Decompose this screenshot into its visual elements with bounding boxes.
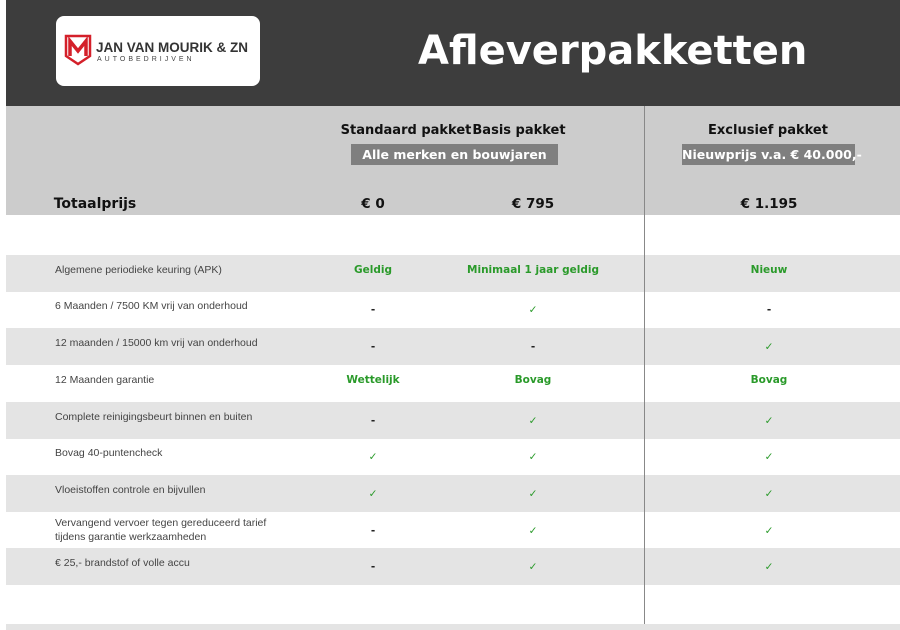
feature-label: 12 maanden / 15000 km vrij van onderhoud (55, 337, 258, 349)
dash-value: - (370, 341, 376, 353)
table-row: Bovag 40-puntencheck ✓ ✓ ✓ (6, 438, 900, 475)
dash-value: - (766, 304, 772, 316)
dash-value: - (370, 561, 376, 573)
table-row: Complete reinigingsbeurt binnen en buite… (6, 402, 900, 439)
tag-all-brands: Alle merken en bouwjaren (351, 144, 558, 165)
price-standaard: € 0 (361, 196, 385, 212)
table-row: Algemene periodieke keuring (APK) Geldig M… (6, 255, 900, 292)
check-icon: ✓ (368, 451, 378, 463)
dash-value: - (530, 341, 536, 353)
package-name-exclusief: Exclusief pakket (708, 123, 828, 138)
dash-value: - (370, 304, 376, 316)
price-basis: € 795 (511, 196, 555, 212)
check-icon: ✓ (764, 451, 774, 463)
table-row: Vervangend vervoer tegen gereduceerd tar… (6, 512, 900, 549)
check-icon: ✓ (764, 341, 774, 353)
check-icon: ✓ (528, 415, 538, 427)
check-icon: ✓ (528, 488, 538, 500)
check-icon: ✓ (368, 488, 378, 500)
check-icon: ✓ (528, 561, 538, 573)
brand-subtitle: AUTOBEDRIJVEN (97, 56, 195, 63)
column-divider (644, 106, 645, 630)
check-icon: ✓ (528, 525, 538, 537)
tag-new-price: Nieuwprijs v.a. € 40.000,- (682, 144, 862, 165)
feature-value: Bovag (750, 374, 788, 386)
brand-name: JAN VAN MOURIK & ZN (96, 40, 249, 55)
table-row: 12 Maanden garantie Wettelijk Bovag Bovag (6, 365, 900, 402)
table-row: € 25,- brandstof of volle accu - ✓ ✓ (6, 548, 900, 585)
dash-value: - (370, 525, 376, 537)
price-exclusief: € 1.195 (740, 196, 798, 212)
table-row: 12 maanden / 15000 km vrij van onderhoud… (6, 328, 900, 365)
logo-m-shield-icon (64, 34, 92, 66)
feature-label: 6 Maanden / 7500 KM vrij van onderhoud (55, 300, 248, 312)
package-name-basis: Basis pakket (472, 123, 566, 138)
feature-label: € 25,- brandstof of volle accu (55, 557, 190, 569)
check-icon: ✓ (764, 561, 774, 573)
table-row: Vloeistoffen controle en bijvullen ✓ ✓ ✓ (6, 475, 900, 512)
feature-label: Vloeistoffen controle en bijvullen (55, 484, 206, 496)
check-icon: ✓ (764, 488, 774, 500)
feature-label: Vervangend vervoer tegen gereduceerd tar… (55, 517, 267, 543)
table-footer (6, 624, 900, 630)
total-price-label: Totaalprijs (53, 196, 137, 212)
feature-value: Wettelijk (346, 374, 400, 386)
feature-label: 12 Maanden garantie (55, 374, 155, 386)
feature-label: Algemene periodieke keuring (APK) (55, 264, 222, 276)
feature-label: Complete reinigingsbeurt binnen en buite… (55, 411, 253, 423)
dash-value: - (370, 415, 376, 427)
feature-value: Nieuw (750, 264, 788, 276)
page-title: Afleverpakketten (418, 28, 808, 74)
feature-value: Bovag (514, 374, 552, 386)
feature-value: Minimaal 1 jaar geldig (467, 264, 599, 276)
check-icon: ✓ (528, 451, 538, 463)
feature-value: Geldig (354, 264, 392, 276)
table-row: 6 Maanden / 7500 KM vrij van onderhoud - ✓… (6, 291, 900, 328)
feature-label: Bovag 40-puntencheck (55, 447, 163, 459)
check-icon: ✓ (764, 525, 774, 537)
company-logo: JAN VAN MOURIK & ZN AUTOBEDRIJVEN (56, 16, 260, 86)
check-icon: ✓ (528, 304, 538, 316)
check-icon: ✓ (764, 415, 774, 427)
package-name-standaard: Standaard pakket (340, 123, 472, 138)
